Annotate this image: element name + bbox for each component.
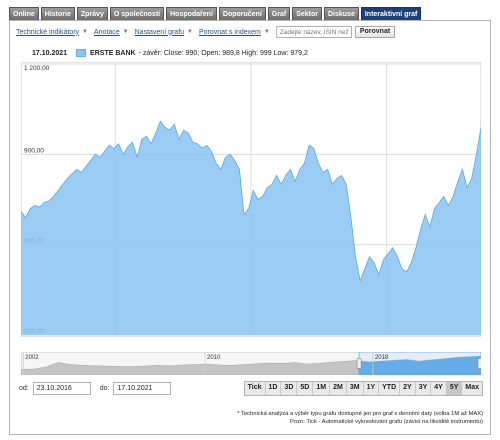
footnote-analysis: * Technická analýza a výběr typu grafu d… [237, 411, 483, 417]
chevron-down-icon[interactable]: ▼ [263, 29, 270, 35]
range-navigator[interactable]: 2002 2010 2018 [21, 352, 481, 375]
period-button-12[interactable]: 5Y [445, 382, 462, 395]
tab-9[interactable]: Interaktivní graf [360, 7, 422, 20]
series-values: - závěr: Close: 990; Open: 989,8 High: 9… [138, 49, 308, 57]
period-button-1[interactable]: 1D [264, 382, 281, 395]
navigator-handle[interactable] [477, 358, 481, 369]
series-swatch [76, 49, 87, 57]
isin-search-input[interactable] [275, 26, 352, 38]
from-label: od: [19, 385, 29, 392]
series-name: ERSTE BANK [90, 49, 136, 57]
tab-2[interactable]: Zprávy [76, 7, 108, 20]
period-button-8[interactable]: YTD [378, 382, 400, 395]
tab-7[interactable]: Sektor [292, 7, 322, 20]
tab-8[interactable]: Diskuse [324, 7, 359, 20]
tab-3[interactable]: O společnosti [109, 7, 165, 20]
navigator-year-label: 2002 [25, 355, 39, 361]
chevron-down-icon[interactable]: ▼ [82, 29, 88, 35]
period-button-4[interactable]: 1M [312, 382, 330, 395]
navigator-handle[interactable] [356, 358, 362, 369]
compare-index-menu[interactable]: Porovnat s indexem [199, 28, 261, 36]
period-button-11[interactable]: 4Y [430, 382, 446, 395]
tab-5[interactable]: Doporučení [218, 7, 266, 20]
footnote-tick: Pozn: Tick - Automatické vykreslování gr… [290, 419, 483, 425]
indicators-menu[interactable]: Technické indikátory [16, 28, 80, 36]
period-button-5[interactable]: 2M [329, 382, 346, 395]
chart-legend: 17.10.2021 ERSTE BANK - závěr: Close: 99… [32, 49, 308, 57]
tab-bar: Online Historie Zprávy O společnosti Hospoda… [9, 7, 422, 20]
annotations-menu[interactable]: Anotace [93, 28, 120, 36]
period-button-7[interactable]: 1Y [362, 382, 379, 395]
tab-0[interactable]: Online [9, 7, 39, 20]
series-line [21, 120, 481, 283]
compare-button[interactable]: Porovnat [354, 26, 396, 38]
navigator-year-label: 2018 [375, 355, 389, 361]
period-button-13[interactable]: Max [461, 382, 482, 395]
period-button-0[interactable]: Tick [244, 382, 265, 395]
y-tick-label: 1 200,00 [24, 65, 50, 72]
period-button-10[interactable]: 3Y [414, 382, 431, 395]
period-selector: Tick 1D 3D 5D 1M 2M 3M 1Y YTD 2Y 3Y 4Y 5Y Max [243, 381, 483, 396]
navigator-year-label: 2010 [207, 355, 221, 361]
navigator-selected-area [356, 356, 481, 375]
period-button-3[interactable]: 5D [296, 382, 313, 395]
chart-panel: Technické indikátory ▼ Anotace ▼ Nastave… [9, 20, 491, 435]
tab-4[interactable]: Hospodaření [166, 7, 217, 20]
period-button-2[interactable]: 3D [280, 382, 297, 395]
tab-1[interactable]: Historie [40, 7, 75, 20]
series-area [21, 121, 481, 335]
price-chart[interactable]: 300,00600,00900,001 200,00 [21, 62, 481, 337]
from-date-input[interactable] [32, 382, 91, 395]
chevron-down-icon[interactable]: ▼ [187, 29, 193, 35]
period-button-6[interactable]: 3M [345, 382, 363, 395]
to-label: do: [99, 385, 110, 392]
to-date-input[interactable] [113, 382, 172, 395]
period-button-9[interactable]: 2Y [399, 382, 415, 395]
chart-settings-menu[interactable]: Nastavení grafu [134, 28, 185, 36]
chart-toolbar: Technické indikátory ▼ Anotace ▼ Nastave… [16, 26, 396, 38]
legend-date: 17.10.2021 [32, 49, 68, 57]
chevron-down-icon[interactable]: ▼ [122, 29, 129, 35]
tab-6[interactable]: Graf [267, 7, 291, 20]
y-tick-label: 900,00 [24, 147, 44, 154]
footnotes: * Technická analýza a výběr typu grafu d… [237, 410, 483, 426]
